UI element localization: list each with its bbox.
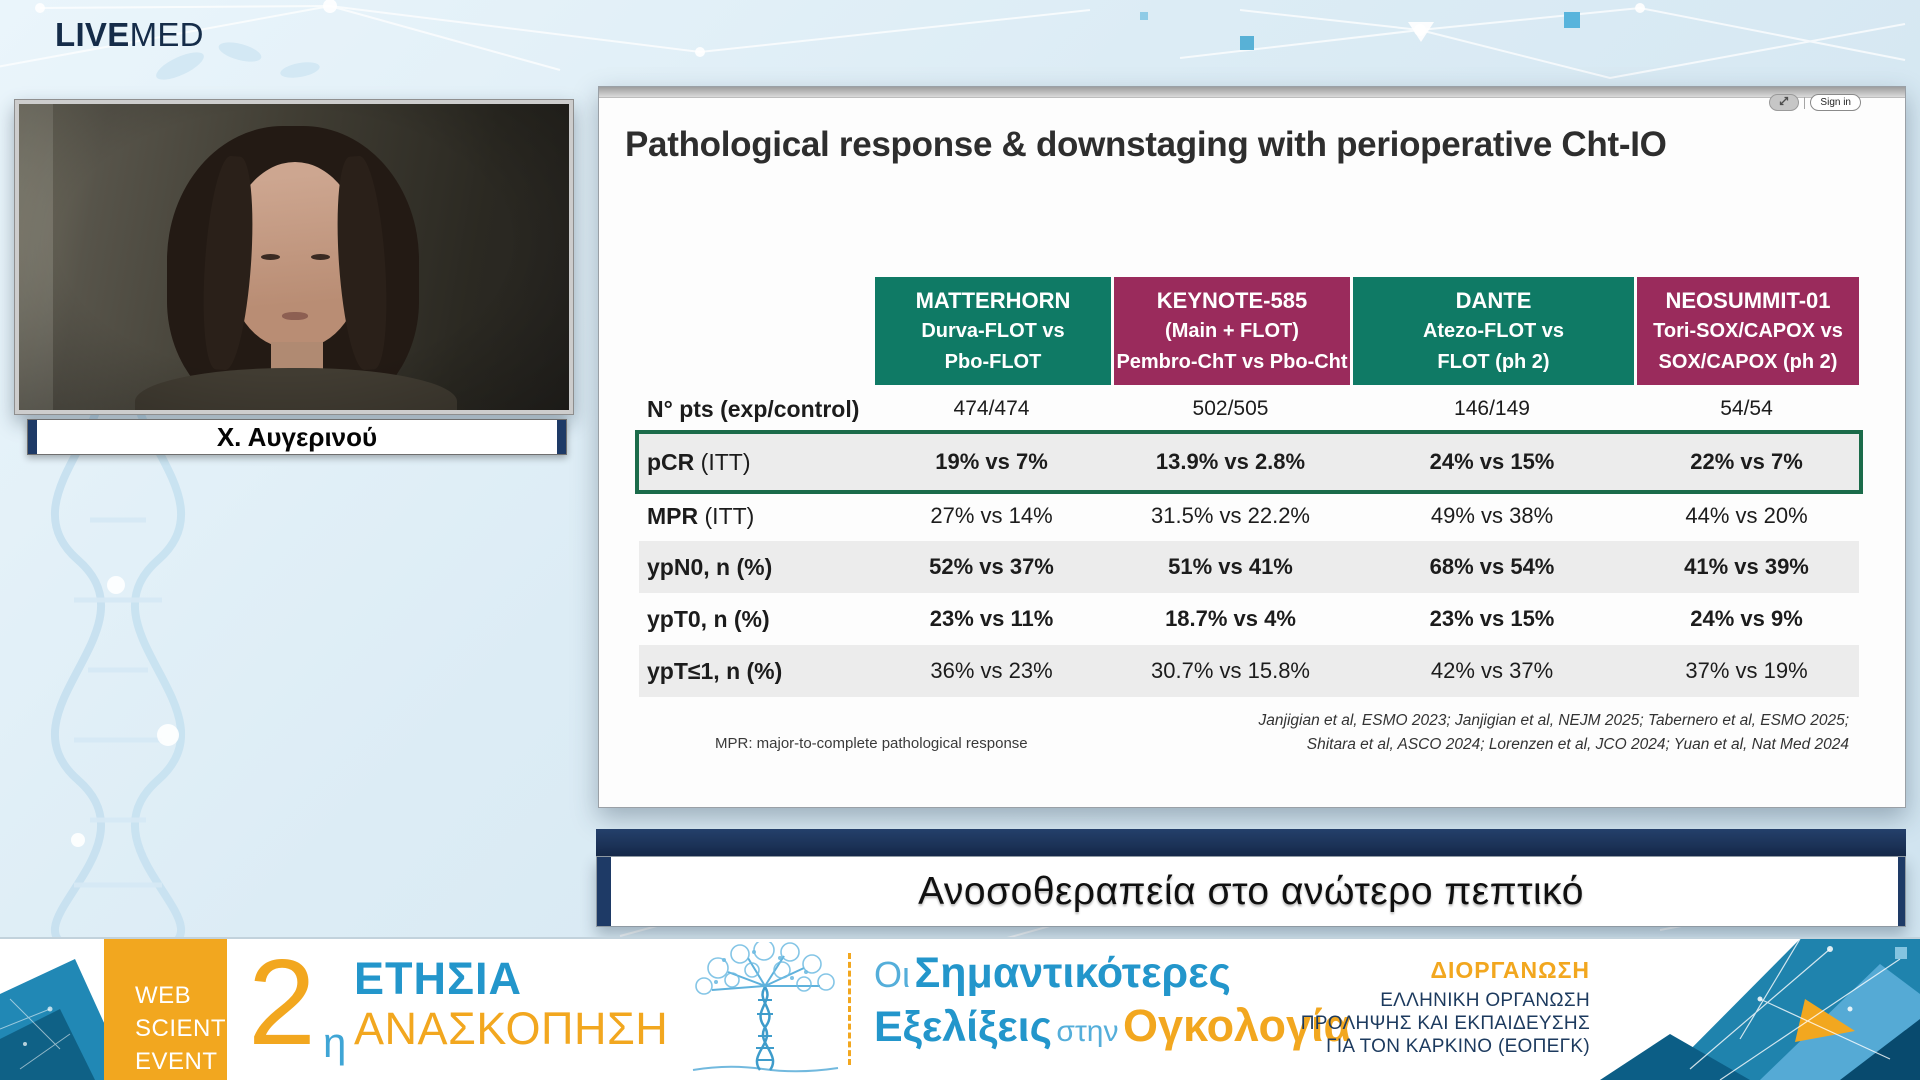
table-row-mpr: MPR (ITT) 27% vs 14% 31.5% vs 22.2% 49% … (647, 502, 1808, 529)
table-row-ypt-le1: ypT≤1, n (%) 36% vs 23% 30.7% vs 15.8% 4… (639, 645, 1859, 697)
edition-title-line-2: ΑΝΑΣΚΟΠΗΣΗ (354, 1003, 669, 1054)
column-header-matterhorn: MATTERHORN Durva-FLOT vs Pbo-FLOT (875, 277, 1111, 385)
speaker-name: Χ. Αυγερινού (216, 421, 378, 452)
speaker-mouth (282, 312, 308, 320)
speaker-eye-left (261, 254, 280, 260)
web-scientific-event-badge: WEB SCIENTIFIC EVENT (104, 939, 274, 1080)
session-title-banner: Ανοσοθεραπεία στο ανώτερο πεπτικό (596, 856, 1906, 927)
tree-dna-logo (692, 942, 839, 1073)
slide-references: Janjigian et al, ESMO 2023; Janjigian et… (1259, 709, 1849, 757)
footer-right-decoration (1600, 939, 1920, 1080)
event-tagline: Οι Σημαντικότερες Εξελίξεις στην Ογκολογ… (874, 949, 1351, 1052)
livemed-logo-bold: LIVE (55, 16, 130, 53)
edition-title-line-1: ΕΤΗΣΙΑ (354, 953, 523, 1004)
speaker-name-bar: Χ. Αυγερινού (27, 419, 567, 455)
speaker-webcam-video (14, 99, 574, 415)
slide-viewer-controls: Sign in (1769, 94, 1861, 111)
column-header-dante: DANTE Atezo-FLOT vs FLOT (ph 2) (1353, 277, 1634, 385)
session-title: Ανοσοθεραπεία στο ανώτερο πεπτικό (918, 869, 1584, 913)
table-footnote: MPR: major-to-complete pathological resp… (715, 735, 1028, 752)
resize-button[interactable] (1769, 94, 1800, 112)
organizer-line-3: ΓΙΑ ΤΟΝ ΚΑΡΚΙΝΟ (ΕΟΠΕΓΚ) (1326, 1036, 1590, 1057)
table-row-n-pts: N° pts (exp/control) 474/474 502/505 146… (647, 395, 1773, 422)
presentation-slide: Sign in Pathological response & downstag… (598, 86, 1906, 808)
webcam-video-frame (19, 104, 569, 410)
organizer-line-1: ΕΛΛΗΝΙΚΗ ΟΡΓΑΝΩΣΗ (1380, 990, 1590, 1011)
controls-divider (1804, 96, 1806, 109)
slide-title: Pathological response & downstaging with… (625, 125, 1667, 164)
edition-number: 2 (248, 934, 316, 1070)
column-header-keynote-585: KEYNOTE-585 (Main + FLOT) Pembro-ChT vs … (1114, 277, 1350, 385)
slide-viewer-chrome (599, 87, 1905, 98)
footer-left-decoration (0, 959, 130, 1080)
webcam-vignette (19, 104, 569, 410)
organizer-label: ΔΙΟΡΓΑΝΩΣΗ (1430, 957, 1590, 983)
tagline-word-simantikoteres: Σημαντικότερες (914, 949, 1231, 997)
speaker-eye-right (311, 254, 330, 260)
footer-dashed-divider (848, 953, 851, 1065)
livemed-logo: LIVEMED (55, 16, 204, 54)
banner-top-bar (596, 829, 1906, 856)
diagonal-expand-arrows-icon (1778, 94, 1790, 112)
sign-in-button[interactable]: Sign in (1810, 94, 1861, 111)
trials-comparison-table: MATTERHORN Durva-FLOT vs Pbo-FLOT KEYNOT… (635, 277, 1863, 697)
tagline-word-stin: στην (1056, 1015, 1119, 1048)
livemed-logo-regular: MED (129, 16, 204, 53)
webcam-wall-light (19, 104, 53, 410)
organizer-block: ΔΙΟΡΓΑΝΩΣΗ ΕΛΛΗΝΙΚΗ ΟΡΓΑΝΩΣΗ ΠΡΟΛΗΨΗΣ ΚΑ… (1301, 957, 1590, 1058)
tagline-word-ogkologia: Ογκολογία (1122, 1000, 1352, 1051)
event-footer: WEB SCIENTIFIC EVENT 2 η ΕΤΗΣΙΑ ΑΝΑΣΚΟΠΗ… (0, 937, 1920, 1080)
column-header-neosummit-01: NEOSUMMIT-01 Tori-SOX/CAPOX vs SOX/CAPOX… (1637, 277, 1859, 385)
tagline-word-ekselikseis: Εξελίξεις (874, 1003, 1052, 1051)
table-row-pcr-highlighted: pCR (ITT) 19% vs 7% 13.9% vs 2.8% 24% vs… (635, 430, 1863, 494)
tagline-prefix: Οι (874, 954, 910, 995)
edition-suffix: η (323, 1019, 347, 1066)
badge-line-2: SCIENTIFIC (135, 1015, 274, 1042)
table-row-ypn0: ypN0, n (%) 52% vs 37% 51% vs 41% 68% vs… (639, 541, 1859, 593)
references-line-1: Janjigian et al, ESMO 2023; Janjigian et… (1258, 712, 1849, 729)
table-header-row: MATTERHORN Durva-FLOT vs Pbo-FLOT KEYNOT… (639, 277, 1859, 385)
badge-line-3: EVENT (135, 1048, 218, 1075)
badge-line-1: WEB (135, 982, 192, 1009)
table-header-spacer (639, 277, 872, 385)
organizer-line-2: ΠΡΟΛΗΨΗΣ ΚΑΙ ΕΚΠΑΙΔΕΥΣΗΣ (1300, 1013, 1590, 1034)
references-line-2: Shitara et al, ASCO 2024; Lorenzen et al… (1306, 736, 1849, 753)
sign-in-label: Sign in (1820, 97, 1851, 108)
table-row-ypt0: ypT0, n (%) 23% vs 11% 18.7% vs 4% 23% v… (647, 605, 1803, 632)
